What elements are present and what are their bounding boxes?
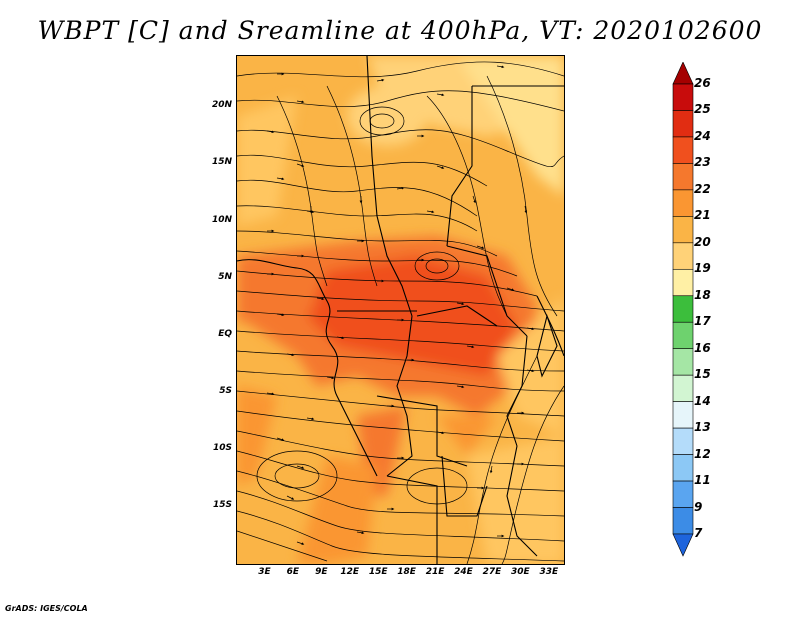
colorbar-label: 12 (694, 446, 711, 461)
colorbar-bin (672, 295, 694, 323)
lat-label: 15N (211, 157, 232, 168)
colorbar-bin (672, 401, 694, 429)
lat-label: 10S (212, 442, 232, 453)
colorbar-label: 23 (694, 155, 711, 170)
colorbar-bin (672, 83, 694, 111)
colorbar-bottom-arrow (672, 533, 694, 557)
lon-label: 33E (539, 567, 559, 577)
colorbar-bin (672, 216, 694, 244)
colorbar-label: 21 (694, 208, 711, 223)
colorbar-bin (672, 427, 694, 455)
colorbar-top-arrow (672, 62, 694, 85)
colorbar-label: 11 (694, 473, 711, 488)
streamlines (237, 61, 564, 564)
colorbar-bin (672, 242, 694, 270)
colorbar-label: 17 (694, 314, 711, 329)
colorbar-bin (672, 110, 694, 138)
lon-label: 21E (425, 567, 445, 577)
wbpt-streamline-map (237, 56, 564, 564)
lon-label: 15E (368, 567, 388, 577)
colorbar-label: 25 (694, 102, 711, 117)
colorbar-bin (672, 454, 694, 482)
colorbar-label: 9 (694, 499, 703, 514)
colorbar-label: 13 (694, 420, 711, 435)
country-borders (237, 56, 564, 564)
colorbar-label: 19 (694, 261, 711, 276)
colorbar-label: 24 (694, 128, 711, 143)
lat-label: 5S (219, 385, 232, 396)
colorbar-label: 18 (694, 287, 711, 302)
colorbar-label: 7 (694, 526, 703, 540)
colorbar-bin (672, 348, 694, 376)
lon-label: 27E (482, 567, 502, 577)
lat-label: 15S (212, 499, 232, 510)
lon-label: 24E (454, 567, 473, 577)
colorbar-label: 15 (694, 367, 711, 382)
lon-label: 6E (286, 567, 300, 577)
lon-label: 9E (315, 567, 328, 577)
colorbar-bin (672, 480, 694, 508)
colorbar-bin (672, 268, 694, 297)
colorbar-label: 16 (694, 340, 711, 355)
lat-label: 10N (211, 214, 232, 225)
colorbar-label: 20 (694, 234, 711, 249)
streamline-arrows (266, 65, 535, 545)
lon-label: 30E (511, 567, 530, 577)
colorbar (672, 62, 694, 557)
colorbar-bin (672, 189, 694, 217)
colorbar-label: 22 (694, 181, 711, 196)
lat-label: 20N (211, 100, 232, 111)
lon-label: 18E (397, 567, 416, 577)
lon-label: 12E (340, 567, 360, 577)
map-title: WBPT [C] and Sreamline at 400hPa, VT: 20… (37, 16, 763, 45)
colorbar-bin (672, 321, 694, 350)
colorbar-bin (672, 136, 694, 164)
lat-label: 5N (218, 271, 232, 282)
lat-label: EQ (218, 328, 232, 339)
colorbar-label: 14 (694, 393, 711, 408)
lon-label: 3E (258, 567, 271, 577)
colorbar-bin (672, 163, 694, 191)
colorbar-bin (672, 507, 694, 535)
grads-credit: GrADS: IGES/COLA (5, 604, 88, 613)
colorbar-label: 26 (694, 76, 711, 90)
colorbar-bin (672, 374, 694, 402)
map-panel (236, 55, 565, 565)
